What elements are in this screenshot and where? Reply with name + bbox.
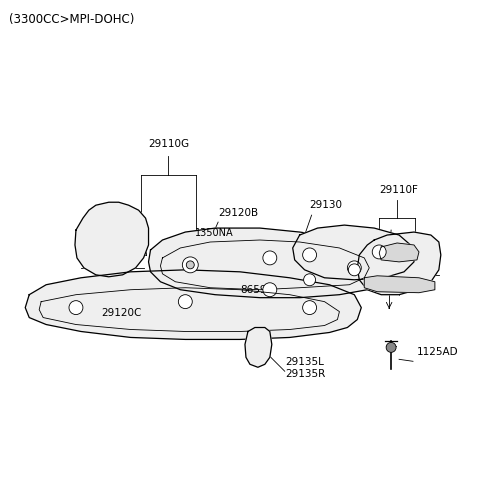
Circle shape bbox=[302, 248, 316, 262]
Circle shape bbox=[69, 300, 83, 314]
Circle shape bbox=[186, 261, 194, 269]
Text: 29120C: 29120C bbox=[101, 308, 141, 317]
Circle shape bbox=[348, 261, 361, 275]
Text: 29130: 29130 bbox=[310, 200, 343, 210]
Polygon shape bbox=[75, 202, 148, 277]
Text: 1350NA: 1350NA bbox=[195, 228, 234, 238]
Circle shape bbox=[182, 257, 198, 273]
Circle shape bbox=[386, 342, 396, 353]
Circle shape bbox=[179, 295, 192, 309]
Circle shape bbox=[263, 283, 277, 297]
Polygon shape bbox=[148, 228, 387, 298]
Text: 29135L: 29135L bbox=[286, 357, 324, 367]
Circle shape bbox=[304, 274, 315, 286]
Text: 1350NA: 1350NA bbox=[371, 275, 410, 285]
Text: 86590: 86590 bbox=[240, 284, 273, 295]
Text: 29120B: 29120B bbox=[218, 208, 258, 218]
Circle shape bbox=[372, 245, 386, 259]
Circle shape bbox=[263, 251, 277, 265]
Text: 29110F: 29110F bbox=[379, 185, 418, 195]
Polygon shape bbox=[364, 276, 435, 293]
Polygon shape bbox=[25, 270, 361, 340]
Text: 29110G: 29110G bbox=[148, 139, 190, 149]
Polygon shape bbox=[379, 243, 419, 262]
Polygon shape bbox=[245, 327, 272, 367]
Text: 29135R: 29135R bbox=[286, 369, 326, 379]
Text: (3300CC>MPI-DOHC): (3300CC>MPI-DOHC) bbox=[9, 14, 135, 27]
Circle shape bbox=[348, 264, 360, 276]
Text: 1125AD: 1125AD bbox=[417, 347, 458, 357]
Circle shape bbox=[302, 300, 316, 314]
Polygon shape bbox=[293, 225, 414, 280]
Polygon shape bbox=[357, 232, 441, 295]
